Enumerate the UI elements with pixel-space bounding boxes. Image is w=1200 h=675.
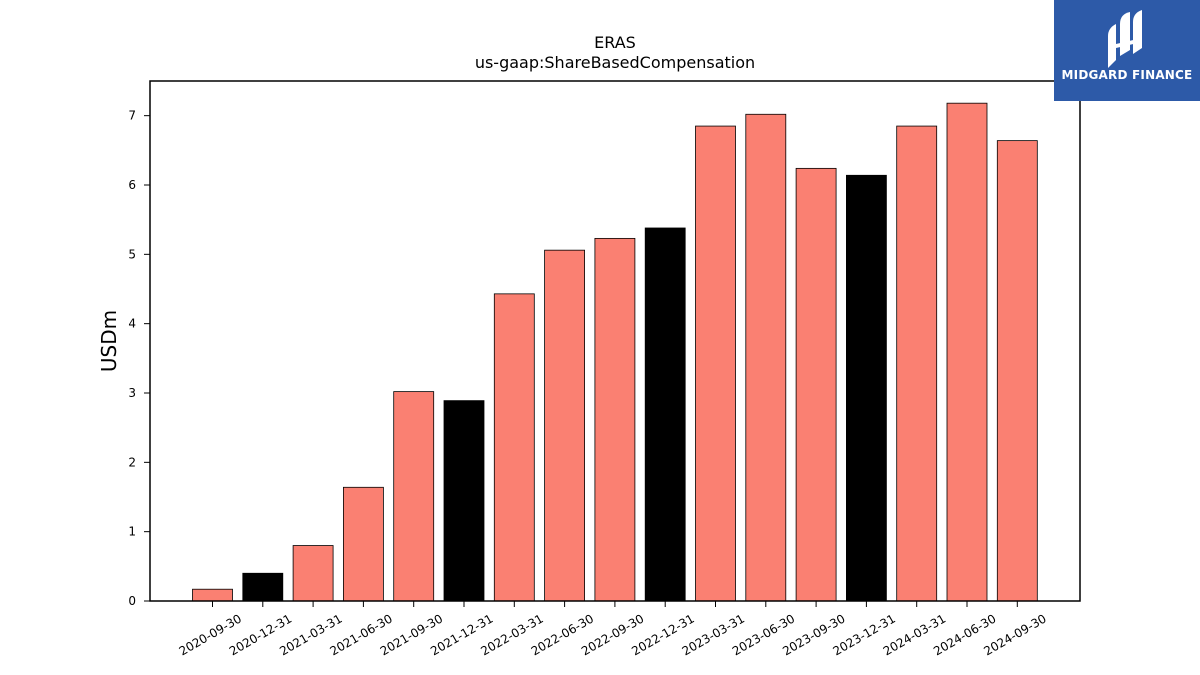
- bar-2021-03-31: [292, 545, 334, 602]
- y-ticks-group: 0 1 2 3 4 5 6 7: [128, 109, 150, 608]
- bar-2023-03-31: [695, 125, 736, 602]
- bar-2023-06-30: [745, 113, 787, 602]
- bar-2021-09-30: [393, 391, 435, 602]
- bar-2023-12-31: [846, 174, 887, 602]
- bar-2024-06-30: [946, 102, 988, 602]
- plot-frame: [149, 80, 1081, 602]
- bar-2022-09-30: [594, 237, 636, 602]
- midgard-finance-logo: MIDGARD FINANCE: [1054, 0, 1200, 101]
- logo-mark-icon: [1108, 10, 1142, 68]
- bar-2023-09-30: [795, 167, 837, 602]
- bar-2022-03-31: [493, 293, 535, 602]
- bar-2022-06-30: [544, 249, 585, 602]
- y-tick-label: 4: [128, 317, 136, 331]
- chart-subtitle: us-gaap:ShareBasedCompensation: [475, 53, 755, 72]
- y-tick-label: 1: [128, 525, 136, 539]
- bar-2022-12-31: [644, 227, 686, 602]
- bar-2020-09-30: [192, 588, 233, 602]
- bars-group: [192, 102, 1038, 602]
- y-tick-label: 0: [128, 594, 136, 608]
- y-tick-label: 3: [128, 386, 136, 400]
- bar-2020-12-31: [242, 572, 284, 602]
- x-ticks-group: 2020-09-302020-12-312021-03-312021-06-30…: [177, 601, 1049, 658]
- y-tick-label: 6: [128, 178, 136, 192]
- bar-2021-06-30: [342, 486, 384, 602]
- y-tick-label: 5: [128, 247, 136, 261]
- bar-2024-03-31: [896, 125, 938, 602]
- y-axis-label: USDm: [97, 310, 121, 372]
- chart-title: ERAS: [594, 33, 636, 52]
- y-tick-label: 2: [128, 455, 136, 469]
- bar-2024-09-30: [996, 140, 1038, 602]
- y-tick-label: 7: [128, 109, 136, 123]
- logo-text: MIDGARD FINANCE: [1061, 68, 1193, 82]
- bar-2021-12-31: [443, 400, 485, 602]
